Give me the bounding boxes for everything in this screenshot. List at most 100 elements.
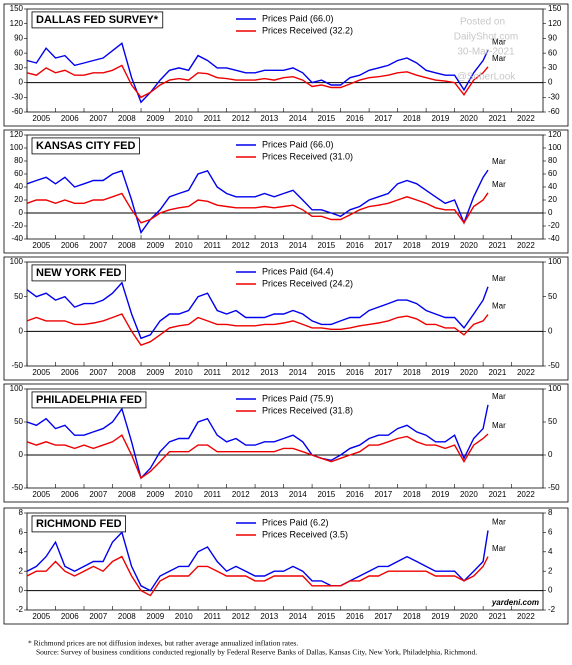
legend-label: Prices Paid (66.0) <box>262 139 334 149</box>
x-tick-label: 2016 <box>346 368 364 377</box>
x-tick-label: 2007 <box>89 490 107 499</box>
y-tick-label: 150 <box>10 4 24 13</box>
y-tick-label-right: -60 <box>548 107 560 116</box>
x-tick-label: 2014 <box>289 612 307 621</box>
x-tick-label: 2011 <box>204 114 222 123</box>
legend-label: Prices Received (31.8) <box>262 405 353 415</box>
y-tick-label: 90 <box>14 34 23 43</box>
y-tick-label: -60 <box>11 107 23 116</box>
x-tick-label: 2005 <box>32 490 50 499</box>
plot-area <box>26 261 544 367</box>
y-tick-label-right: -50 <box>548 483 560 492</box>
y-tick-label: 60 <box>14 48 23 57</box>
y-tick-label: 100 <box>10 143 24 152</box>
x-tick-label: 2008 <box>118 490 136 499</box>
end-label: Mar <box>492 54 506 63</box>
x-tick-label: 2005 <box>32 114 50 123</box>
x-tick-label: 2013 <box>260 368 278 377</box>
y-tick-label: 50 <box>14 292 23 301</box>
y-tick-label-right: 40 <box>548 182 557 191</box>
x-tick-label: 2010 <box>175 368 193 377</box>
y-tick-label: 40 <box>14 182 23 191</box>
y-tick-label: 60 <box>14 169 23 178</box>
x-tick-label: 2021 <box>488 490 506 499</box>
legend-label: Prices Paid (66.0) <box>262 13 334 23</box>
y-tick-label: -50 <box>11 361 23 370</box>
y-tick-label-right: 120 <box>548 130 562 139</box>
x-tick-label: 2020 <box>460 114 478 123</box>
y-tick-label-right: 60 <box>548 169 557 178</box>
x-tick-label: 2013 <box>260 241 278 250</box>
x-tick-label: 2006 <box>61 612 79 621</box>
title-box <box>31 515 127 533</box>
series-line <box>26 530 489 592</box>
y-tick-label-right: 30 <box>548 63 557 72</box>
x-tick-label: 2008 <box>118 368 136 377</box>
title-box <box>31 11 164 29</box>
panel-title: KANSAS CITY FED <box>36 140 135 152</box>
y-tick-label: 120 <box>10 19 24 28</box>
y-tick-label-right: 100 <box>548 384 562 393</box>
end-label: Mar <box>492 37 506 46</box>
x-tick-label: 2015 <box>317 612 335 621</box>
x-tick-label: 2020 <box>460 612 478 621</box>
y-tick-label: 0 <box>19 208 24 217</box>
x-tick-label: 2011 <box>204 241 222 250</box>
x-tick-label: 2019 <box>431 490 449 499</box>
x-tick-label: 2022 <box>517 490 535 499</box>
x-tick-label: 2015 <box>317 241 335 250</box>
end-label: Mar <box>492 518 506 527</box>
y-tick-label-right: 0 <box>548 78 553 87</box>
end-label: Mar <box>492 274 506 283</box>
y-tick-label: 0 <box>19 450 24 459</box>
y-tick-label-right: 100 <box>548 257 562 266</box>
series-line <box>26 555 489 597</box>
legend-label: Prices Paid (64.4) <box>262 266 334 276</box>
y-tick-label-right: 60 <box>548 48 557 57</box>
x-tick-label: 2022 <box>517 114 535 123</box>
x-tick-label: 2011 <box>204 490 222 499</box>
x-tick-label: 2022 <box>517 241 535 250</box>
x-tick-label: 2016 <box>346 114 364 123</box>
x-tick-label: 2011 <box>204 368 222 377</box>
series-line <box>26 169 489 235</box>
x-tick-label: 2019 <box>431 241 449 250</box>
series-line <box>26 192 489 225</box>
y-tick-label-right: 100 <box>548 143 562 152</box>
y-tick-label-right: 4 <box>548 547 553 556</box>
x-tick-label: 2009 <box>146 368 164 377</box>
y-tick-label: -2 <box>16 605 24 614</box>
y-tick-label: -30 <box>11 92 23 101</box>
y-tick-label: 6 <box>19 528 24 537</box>
plot-area <box>26 388 544 489</box>
y-tick-label-right: 50 <box>548 292 557 301</box>
x-tick-label: 2014 <box>289 114 307 123</box>
x-tick-label: 2007 <box>89 368 107 377</box>
series-line <box>26 64 489 99</box>
x-tick-label: 2008 <box>118 612 136 621</box>
x-tick-label: 2006 <box>61 241 79 250</box>
x-tick-label: 2019 <box>431 612 449 621</box>
y-tick-label-right: 20 <box>548 195 557 204</box>
footnote: * Richmond prices are not diffusion inde… <box>28 639 298 648</box>
y-tick-label-right: -40 <box>548 234 560 243</box>
plot-area <box>26 512 544 611</box>
x-tick-label: 2018 <box>403 368 421 377</box>
y-tick-label-right: -50 <box>548 361 560 370</box>
x-tick-label: 2020 <box>460 490 478 499</box>
end-label: Mar <box>492 157 506 166</box>
y-tick-label-right: 150 <box>548 4 562 13</box>
x-tick-label: 2017 <box>374 114 392 123</box>
end-label: Mar <box>492 302 506 311</box>
y-tick-label-right: 90 <box>548 34 557 43</box>
x-tick-label: 2012 <box>232 241 250 250</box>
y-tick-label: 100 <box>10 384 24 393</box>
x-tick-label: 2012 <box>232 368 250 377</box>
y-tick-label: 80 <box>14 156 23 165</box>
x-tick-label: 2021 <box>488 368 506 377</box>
y-tick-label: 0 <box>19 326 24 335</box>
panel-title: PHILADELPHIA FED <box>36 394 142 406</box>
series-line <box>26 42 489 104</box>
series-line <box>26 433 489 480</box>
y-tick-label-right: 80 <box>548 156 557 165</box>
